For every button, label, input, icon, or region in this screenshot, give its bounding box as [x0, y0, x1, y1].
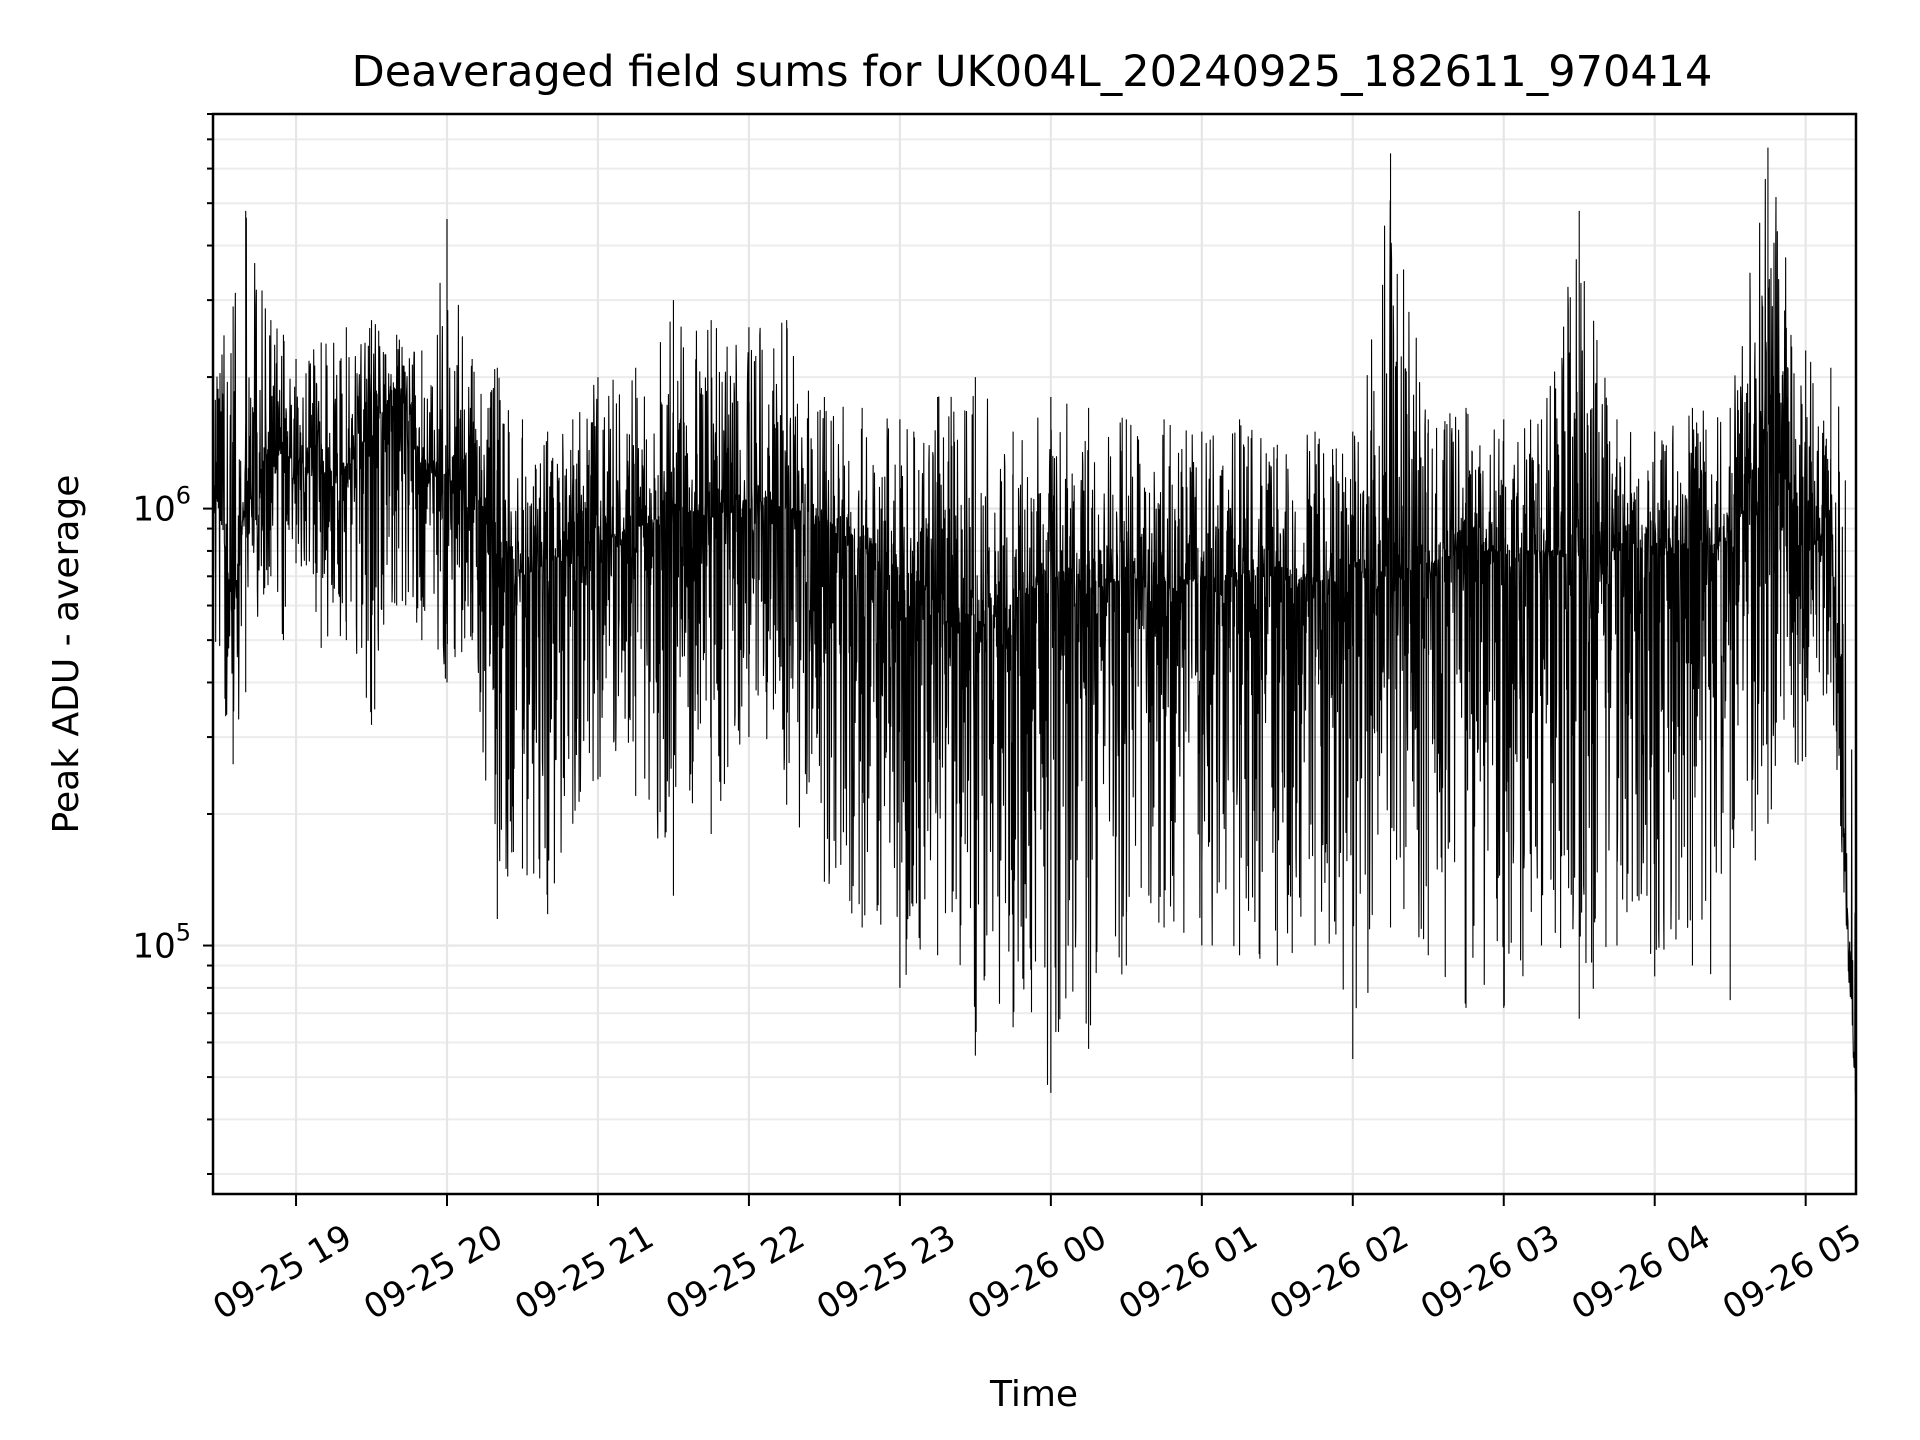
y-tick-base: 10 — [132, 490, 175, 530]
x-tick-label: 09-25 20 — [357, 1217, 509, 1328]
series-line — [212, 147, 1857, 1106]
plot-area — [212, 147, 1857, 1106]
y-tick-exponent: 6 — [176, 482, 191, 510]
x-tick-label: 09-25 23 — [810, 1217, 962, 1328]
x-tick-label: 09-26 02 — [1263, 1217, 1415, 1328]
x-tick-label: 09-26 00 — [961, 1217, 1113, 1328]
x-tick-label: 09-25 19 — [206, 1217, 358, 1328]
x-tick-label: 09-25 22 — [659, 1217, 811, 1328]
x-axis-label: Time — [989, 1374, 1078, 1415]
x-tick-label: 09-26 05 — [1716, 1217, 1868, 1328]
x-tick-label: 09-26 01 — [1112, 1217, 1264, 1328]
x-tick-label: 09-25 21 — [508, 1217, 660, 1328]
y-tick-base: 10 — [132, 927, 175, 967]
x-tick-label: 09-26 03 — [1414, 1217, 1566, 1328]
y-tick-label: 105 — [132, 919, 191, 967]
y-tick-exponent: 5 — [176, 919, 191, 947]
plot-frame — [211, 112, 1858, 1196]
x-tick-label: 09-26 04 — [1565, 1217, 1717, 1328]
y-tick-label: 106 — [132, 482, 191, 530]
chart-title: Deaveraged field sums for UK004L_2024092… — [352, 47, 1713, 97]
y-axis-label: Peak ADU - average — [46, 475, 87, 834]
